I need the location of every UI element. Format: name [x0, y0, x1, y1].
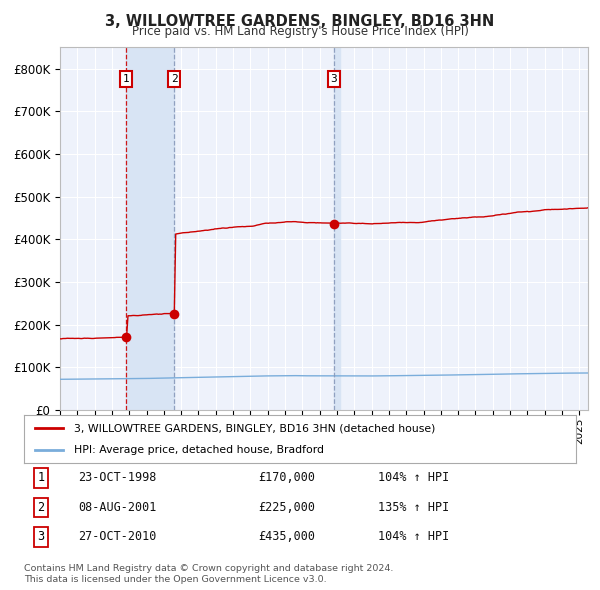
Bar [334, 47, 340, 410]
Text: 08-AUG-2001: 08-AUG-2001 [78, 501, 157, 514]
Text: Contains HM Land Registry data © Crown copyright and database right 2024.: Contains HM Land Registry data © Crown c… [24, 565, 394, 573]
Text: 23-OCT-1998: 23-OCT-1998 [78, 471, 157, 484]
Text: 2: 2 [171, 74, 178, 84]
Text: 1: 1 [122, 74, 130, 84]
Text: Price paid vs. HM Land Registry's House Price Index (HPI): Price paid vs. HM Land Registry's House … [131, 25, 469, 38]
Text: £170,000: £170,000 [258, 471, 315, 484]
Text: 104% ↑ HPI: 104% ↑ HPI [378, 471, 449, 484]
Text: 3, WILLOWTREE GARDENS, BINGLEY, BD16 3HN: 3, WILLOWTREE GARDENS, BINGLEY, BD16 3HN [106, 14, 494, 28]
Text: 3: 3 [37, 530, 44, 543]
Bar [126, 47, 174, 410]
Text: This data is licensed under the Open Government Licence v3.0.: This data is licensed under the Open Gov… [24, 575, 326, 584]
Text: £225,000: £225,000 [258, 501, 315, 514]
Text: 135% ↑ HPI: 135% ↑ HPI [378, 501, 449, 514]
Text: 2: 2 [37, 501, 44, 514]
Text: HPI: Average price, detached house, Bradford: HPI: Average price, detached house, Brad… [74, 445, 323, 455]
Text: 27-OCT-2010: 27-OCT-2010 [78, 530, 157, 543]
Text: 3: 3 [331, 74, 337, 84]
Text: 3, WILLOWTREE GARDENS, BINGLEY, BD16 3HN (detached house): 3, WILLOWTREE GARDENS, BINGLEY, BD16 3HN… [74, 423, 435, 433]
Text: 104% ↑ HPI: 104% ↑ HPI [378, 530, 449, 543]
Text: £435,000: £435,000 [258, 530, 315, 543]
Text: 1: 1 [37, 471, 44, 484]
